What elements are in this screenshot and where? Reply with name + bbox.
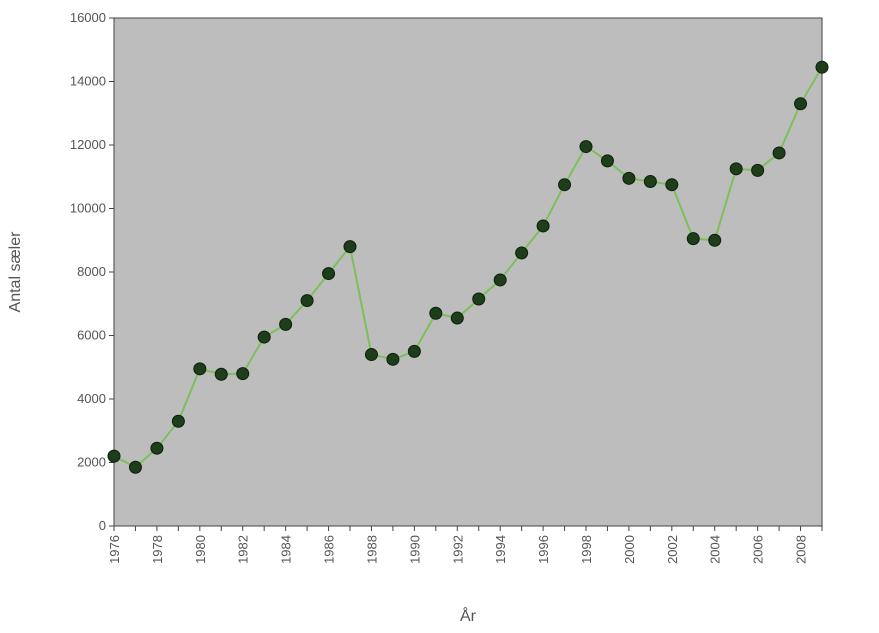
data-point xyxy=(214,367,228,381)
data-point xyxy=(686,232,700,246)
data-point xyxy=(364,348,378,362)
data-point xyxy=(386,352,400,366)
y-tick-label: 4000 xyxy=(77,391,106,406)
data-point xyxy=(279,317,293,331)
y-tick-label: 8000 xyxy=(77,264,106,279)
x-tick-label: 1996 xyxy=(536,535,551,564)
x-tick-label: 2006 xyxy=(751,535,766,564)
y-axis-label: Antal sæler xyxy=(7,231,24,313)
data-point xyxy=(515,246,529,260)
x-tick-label: 1990 xyxy=(407,535,422,564)
data-points xyxy=(107,60,829,474)
x-tick-label: 1998 xyxy=(579,535,594,564)
data-point xyxy=(300,294,314,308)
data-point xyxy=(600,154,614,168)
data-point xyxy=(815,60,829,74)
x-tick-label: 1994 xyxy=(493,535,508,564)
y-tick-label: 6000 xyxy=(77,328,106,343)
data-point xyxy=(708,233,722,247)
data-point xyxy=(322,267,336,281)
data-point xyxy=(257,330,271,344)
data-point xyxy=(429,306,443,320)
y-axis-ticks: 0 2000 4000 6000 8000 10000 12000 14000 16000 xyxy=(70,10,114,533)
x-tick-label: 2004 xyxy=(708,535,723,564)
x-tick-label: 1988 xyxy=(364,535,379,564)
data-point xyxy=(643,175,657,189)
data-point xyxy=(193,362,207,376)
y-tick-label: 0 xyxy=(99,518,106,533)
data-point xyxy=(343,240,357,254)
data-point xyxy=(772,146,786,160)
x-tick-label: 2002 xyxy=(665,535,680,564)
y-tick-label: 2000 xyxy=(77,455,106,470)
y-tick-label: 14000 xyxy=(70,74,106,89)
x-tick-label: 2000 xyxy=(622,535,637,564)
data-point xyxy=(450,311,464,325)
plot-area xyxy=(113,17,823,527)
x-axis-ticks: 1976 1978 1980 1982 1984 1986 1988 1990 1992 1994… xyxy=(107,526,823,564)
data-point xyxy=(794,97,808,111)
data-point xyxy=(558,178,572,192)
data-point xyxy=(128,460,142,474)
y-tick-label: 16000 xyxy=(70,10,106,25)
data-point xyxy=(493,273,507,287)
data-point xyxy=(107,449,121,463)
x-tick-label: 1978 xyxy=(150,535,165,564)
data-point xyxy=(579,140,593,154)
x-tick-label: 1992 xyxy=(450,535,465,564)
data-point xyxy=(536,219,550,233)
x-axis-label: År xyxy=(460,606,477,625)
data-point xyxy=(751,163,765,177)
x-tick-label: 1980 xyxy=(193,535,208,564)
data-point xyxy=(236,367,250,381)
x-tick-label: 1984 xyxy=(279,535,294,564)
data-point xyxy=(407,344,421,358)
x-tick-label: 1982 xyxy=(236,535,251,564)
data-point xyxy=(665,178,679,192)
data-point xyxy=(150,441,164,455)
y-tick-label: 10000 xyxy=(70,201,106,216)
series-line xyxy=(113,66,823,469)
x-tick-label: 1976 xyxy=(107,535,122,564)
data-point xyxy=(472,292,486,306)
data-point xyxy=(729,162,743,176)
x-tick-label: 1986 xyxy=(322,535,337,564)
data-point xyxy=(171,414,185,428)
x-tick-label: 2008 xyxy=(794,535,809,564)
data-point xyxy=(622,171,636,185)
y-tick-label: 12000 xyxy=(70,137,106,152)
